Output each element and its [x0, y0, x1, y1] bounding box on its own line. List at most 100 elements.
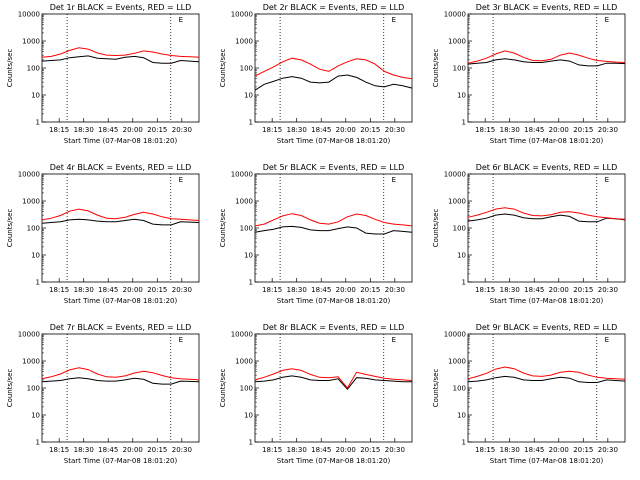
plot-frame: [467, 173, 626, 283]
y-tick-label: 1: [462, 439, 466, 447]
y-tick-label: 10: [244, 92, 253, 100]
y-tick-label: 1000: [22, 38, 40, 46]
x-tick-label: 20:15: [147, 126, 167, 134]
y-axis-label: Counts/sec: [432, 49, 440, 88]
x-axis-label: Start Time (07-Mar-08 18:01:20): [64, 297, 178, 305]
x-tick-label: 20:00: [549, 446, 569, 454]
x-tick-label: 20:30: [172, 286, 192, 294]
x-tick-label: 20:00: [549, 126, 569, 134]
y-tick-label: 10000: [444, 331, 466, 339]
x-tick-label: 18:15: [49, 286, 69, 294]
x-tick-label: 18:15: [262, 446, 282, 454]
plot-frame: [254, 333, 413, 443]
x-tick-label: 18:30: [500, 286, 520, 294]
flag-marker: E: [179, 176, 183, 184]
x-tick-label: 20:00: [336, 446, 356, 454]
x-tick-label: 20:30: [598, 446, 618, 454]
y-axis-label: Counts/sec: [6, 209, 14, 248]
x-tick-label: 20:30: [172, 126, 192, 134]
x-axis-label: Start Time (07-Mar-08 18:01:20): [277, 137, 391, 145]
y-axis-label: Counts/sec: [432, 209, 440, 248]
x-tick-label: 20:00: [123, 286, 143, 294]
y-tick-label: 1: [462, 119, 466, 127]
y-tick-label: 100: [453, 65, 466, 73]
events-series-line: [41, 218, 200, 226]
y-tick-label: 10: [31, 412, 40, 420]
lld-series-line: [254, 368, 413, 389]
x-tick-label: 18:30: [287, 446, 307, 454]
y-tick-label: 100: [27, 225, 40, 233]
panel-2: Det 2r BLACK = Events, RED = LLD 1 10 100 10…: [219, 3, 413, 145]
y-tick-label: 1: [36, 119, 40, 127]
y-tick-label: 10: [31, 92, 40, 100]
x-tick-label: 20:15: [147, 286, 167, 294]
panel-5: Det 5r BLACK = Events, RED = LLD 1 10 100 10…: [219, 163, 413, 305]
plot-frame: [254, 13, 413, 123]
y-tick-label: 100: [240, 385, 253, 393]
y-tick-label: 100: [240, 65, 253, 73]
x-tick-label: 20:00: [123, 446, 143, 454]
plot-frame: [467, 13, 626, 123]
x-tick-label: 18:15: [49, 126, 69, 134]
x-tick-label: 18:15: [49, 446, 69, 454]
x-tick-label: 18:45: [524, 126, 544, 134]
flag-marker: E: [392, 16, 396, 24]
x-tick-label: 18:45: [98, 286, 118, 294]
y-tick-label: 10000: [18, 11, 40, 19]
x-tick-label: 18:45: [98, 126, 118, 134]
panel-title: Det 9r BLACK = Events, RED = LLD: [476, 323, 618, 332]
panel-8: Det 8r BLACK = Events, RED = LLD 1 10 100 10…: [219, 323, 413, 465]
x-tick-label: 18:45: [311, 446, 331, 454]
flag-marker: E: [179, 16, 183, 24]
lld-series-line: [467, 207, 626, 220]
y-tick-label: 10000: [444, 171, 466, 179]
x-tick-label: 20:00: [123, 126, 143, 134]
plot-frame: [467, 333, 626, 443]
y-tick-label: 10: [244, 252, 253, 260]
y-tick-label: 1: [249, 119, 253, 127]
x-tick-label: 18:45: [311, 286, 331, 294]
x-tick-label: 18:30: [287, 286, 307, 294]
x-tick-label: 20:30: [385, 446, 405, 454]
x-tick-label: 20:30: [385, 286, 405, 294]
x-tick-label: 18:30: [74, 126, 94, 134]
plot-frame: [41, 13, 200, 123]
x-tick-label: 18:30: [287, 126, 307, 134]
x-tick-label: 18:15: [262, 286, 282, 294]
x-axis-label: Start Time (07-Mar-08 18:01:20): [277, 457, 391, 465]
x-tick-label: 18:15: [475, 286, 495, 294]
lld-series-line: [41, 367, 200, 381]
flag-marker: E: [179, 336, 183, 344]
panel-7: Det 7r BLACK = Events, RED = LLD 1 10 100 10…: [6, 323, 200, 465]
y-tick-label: 10000: [231, 331, 253, 339]
y-tick-label: 10: [457, 92, 466, 100]
y-tick-label: 1: [249, 439, 253, 447]
x-tick-label: 20:30: [598, 286, 618, 294]
events-series-line: [467, 58, 626, 67]
x-axis-label: Start Time (07-Mar-08 18:01:20): [490, 457, 604, 465]
y-tick-label: 10000: [444, 11, 466, 19]
x-tick-label: 18:30: [500, 446, 520, 454]
panel-title: Det 3r BLACK = Events, RED = LLD: [476, 3, 618, 12]
y-tick-label: 100: [453, 385, 466, 393]
panel-6: Det 6r BLACK = Events, RED = LLD 1 10 100 10…: [432, 163, 626, 305]
x-tick-label: 20:15: [573, 446, 593, 454]
x-tick-label: 20:00: [549, 286, 569, 294]
lld-series-line: [41, 208, 200, 221]
plot-frame: [41, 173, 200, 283]
y-tick-label: 10: [244, 412, 253, 420]
x-tick-label: 18:45: [524, 446, 544, 454]
x-tick-label: 20:15: [573, 126, 593, 134]
y-axis-label: Counts/sec: [432, 369, 440, 408]
events-series-line: [254, 74, 413, 91]
x-tick-label: 20:15: [573, 286, 593, 294]
flag-marker: E: [605, 336, 609, 344]
y-tick-label: 1000: [235, 198, 253, 206]
panel-4: Det 4r BLACK = Events, RED = LLD 1 10 100 10…: [6, 163, 200, 305]
x-tick-label: 20:15: [360, 126, 380, 134]
y-tick-label: 100: [27, 65, 40, 73]
x-tick-label: 18:30: [74, 446, 94, 454]
y-tick-label: 1000: [22, 198, 40, 206]
x-axis-label: Start Time (07-Mar-08 18:01:20): [490, 297, 604, 305]
x-axis-label: Start Time (07-Mar-08 18:01:20): [277, 297, 391, 305]
